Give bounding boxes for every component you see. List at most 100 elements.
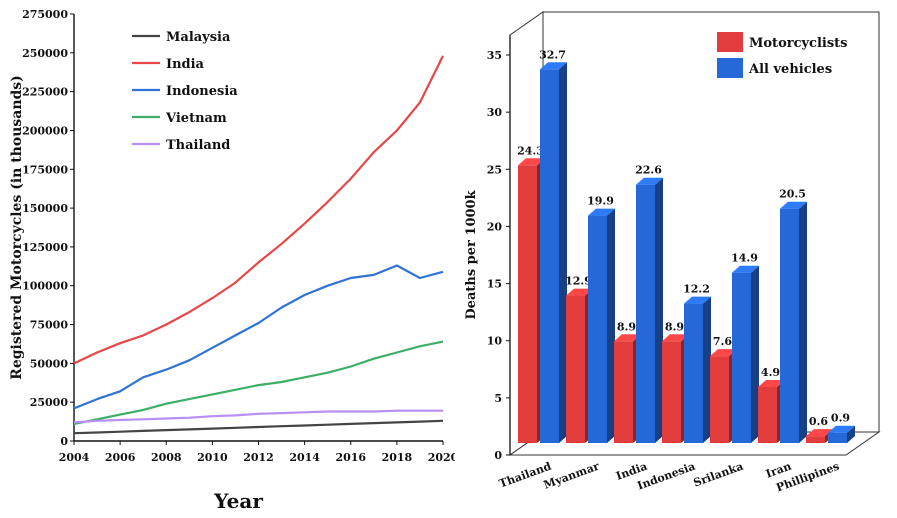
data-label: 0.9 (831, 412, 850, 425)
y-tick-label: 125000 (22, 241, 68, 254)
bar-front-face (806, 436, 825, 443)
data-label: 20.5 (779, 188, 806, 201)
bar-front-face (684, 303, 703, 443)
data-label: 19.9 (587, 195, 614, 208)
bar-front-face (828, 432, 847, 443)
bar-top-face (758, 380, 785, 387)
x-axis-title: Year (213, 489, 263, 513)
data-label: 32.7 (539, 48, 566, 61)
y-tick-label: 50000 (30, 357, 69, 370)
bar-side-face (799, 201, 807, 443)
data-label: 22.6 (635, 164, 662, 177)
series-line-india (73, 55, 444, 365)
x-tick-label: 2016 (335, 451, 366, 464)
legend-label: Vietnam (165, 111, 227, 126)
bar-all-vehicles (684, 296, 711, 443)
x-tick-label: 2008 (151, 451, 182, 464)
bar-all-vehicles (828, 425, 855, 443)
bar-top-face (710, 349, 737, 357)
category-label: Srilanka (692, 460, 745, 490)
bar-all-vehicles (636, 177, 663, 443)
data-label: 0.6 (809, 415, 828, 428)
data-label: 8.9 (665, 320, 684, 333)
bar-front-face (614, 341, 633, 443)
series-line-vietnam (73, 340, 444, 425)
bar-side-face (847, 425, 855, 443)
bar-side-face (655, 177, 663, 443)
y-tick-label: 200000 (22, 124, 68, 137)
bar-front-face (566, 295, 585, 443)
y-tick-label: 250000 (22, 47, 68, 60)
line-chart-svg: 0 25000 50000 75000 100000 125000 150000 175000… (9, 8, 459, 513)
data-label: 12.2 (683, 283, 710, 296)
y-tick-label: 175000 (22, 163, 68, 176)
legend-swatch (717, 58, 743, 78)
bar-all-vehicles (732, 265, 759, 443)
bar-front-face (758, 387, 777, 443)
bar-front-face (518, 165, 537, 444)
series-line-thailand (73, 409, 443, 424)
bar-side-face (607, 208, 615, 443)
data-label: 7.6 (713, 335, 732, 348)
bar-front-face (636, 184, 655, 443)
legend-label: India (166, 57, 205, 72)
data-label: 8.9 (617, 320, 636, 333)
legend-label: Indonesia (166, 84, 238, 99)
y-tick-label: 75000 (30, 319, 69, 332)
bar-side-face (559, 62, 567, 444)
bar-all-vehicles (588, 208, 615, 443)
bar-top-face (566, 288, 593, 296)
bar-top-face (806, 429, 833, 437)
y-axis-title: Deaths per 1000k (464, 189, 479, 319)
bar-front-face (732, 272, 751, 443)
bar-top-face (518, 158, 545, 166)
category-label: Myanmar (542, 460, 601, 492)
y-tick-label: 0 (60, 435, 68, 448)
data-label: 4.9 (761, 366, 780, 379)
bar-side-face (751, 265, 759, 443)
bar-all-vehicles (540, 62, 567, 444)
bar-top-face (614, 334, 641, 342)
bar-top-face (780, 201, 807, 209)
legend-label: Malaysia (166, 30, 231, 45)
legend-swatch (717, 32, 743, 52)
legend-label: Motorcyclists (749, 36, 848, 51)
line-chart-registered-motorcycles: 0 25000 50000 75000 100000 125000 150000 175000… (9, 8, 459, 513)
bar-top-face (684, 296, 711, 304)
series-line-indonesia (73, 264, 444, 410)
bar-all-vehicles (780, 201, 807, 443)
data-label: 24.3 (517, 144, 544, 157)
y-tick-label: 0 (494, 449, 502, 462)
x-tick-label: 2020 (428, 451, 455, 464)
bar-front-face (540, 69, 559, 444)
y-tick-label: 100000 (22, 280, 68, 293)
y-tick-label: 25 (487, 163, 502, 176)
x-tick-label: 2014 (289, 451, 320, 464)
y-tick-label: 25000 (30, 396, 69, 409)
legend-label: All vehicles (748, 62, 832, 77)
y-tick-label: 30 (487, 106, 503, 119)
y-tick-label: 10 (487, 335, 503, 348)
series-line-malaysia (73, 419, 444, 435)
bar-front-face (662, 341, 681, 443)
x-tick-label: 2012 (243, 451, 274, 464)
data-label: 12.9 (565, 275, 592, 288)
bar-top-face (588, 208, 615, 216)
x-tick-label: 2018 (382, 451, 413, 464)
y-tick-label: 5 (494, 392, 502, 405)
bar-front-face (780, 208, 799, 443)
x-tick-label: 2010 (197, 451, 228, 464)
y-tick-label: 150000 (22, 202, 68, 215)
bar-top-face (636, 177, 663, 185)
bar-top-face (828, 425, 855, 433)
y-tick-label: 275000 (22, 8, 68, 21)
bar-top-face (732, 265, 759, 273)
bar-top-face (662, 334, 689, 342)
x-tick-label: 2006 (105, 451, 136, 464)
y-tick-label: 20 (487, 220, 503, 233)
bar-front-face (588, 215, 607, 443)
y-axis-title: Registered Motorcycles (in thousands) (9, 75, 25, 380)
bar-chart-svg: 0510152025303524.332.7Thailand12.919.9My… (464, 11, 881, 494)
bar-side-face (703, 296, 711, 443)
y-tick-label: 225000 (22, 86, 68, 99)
